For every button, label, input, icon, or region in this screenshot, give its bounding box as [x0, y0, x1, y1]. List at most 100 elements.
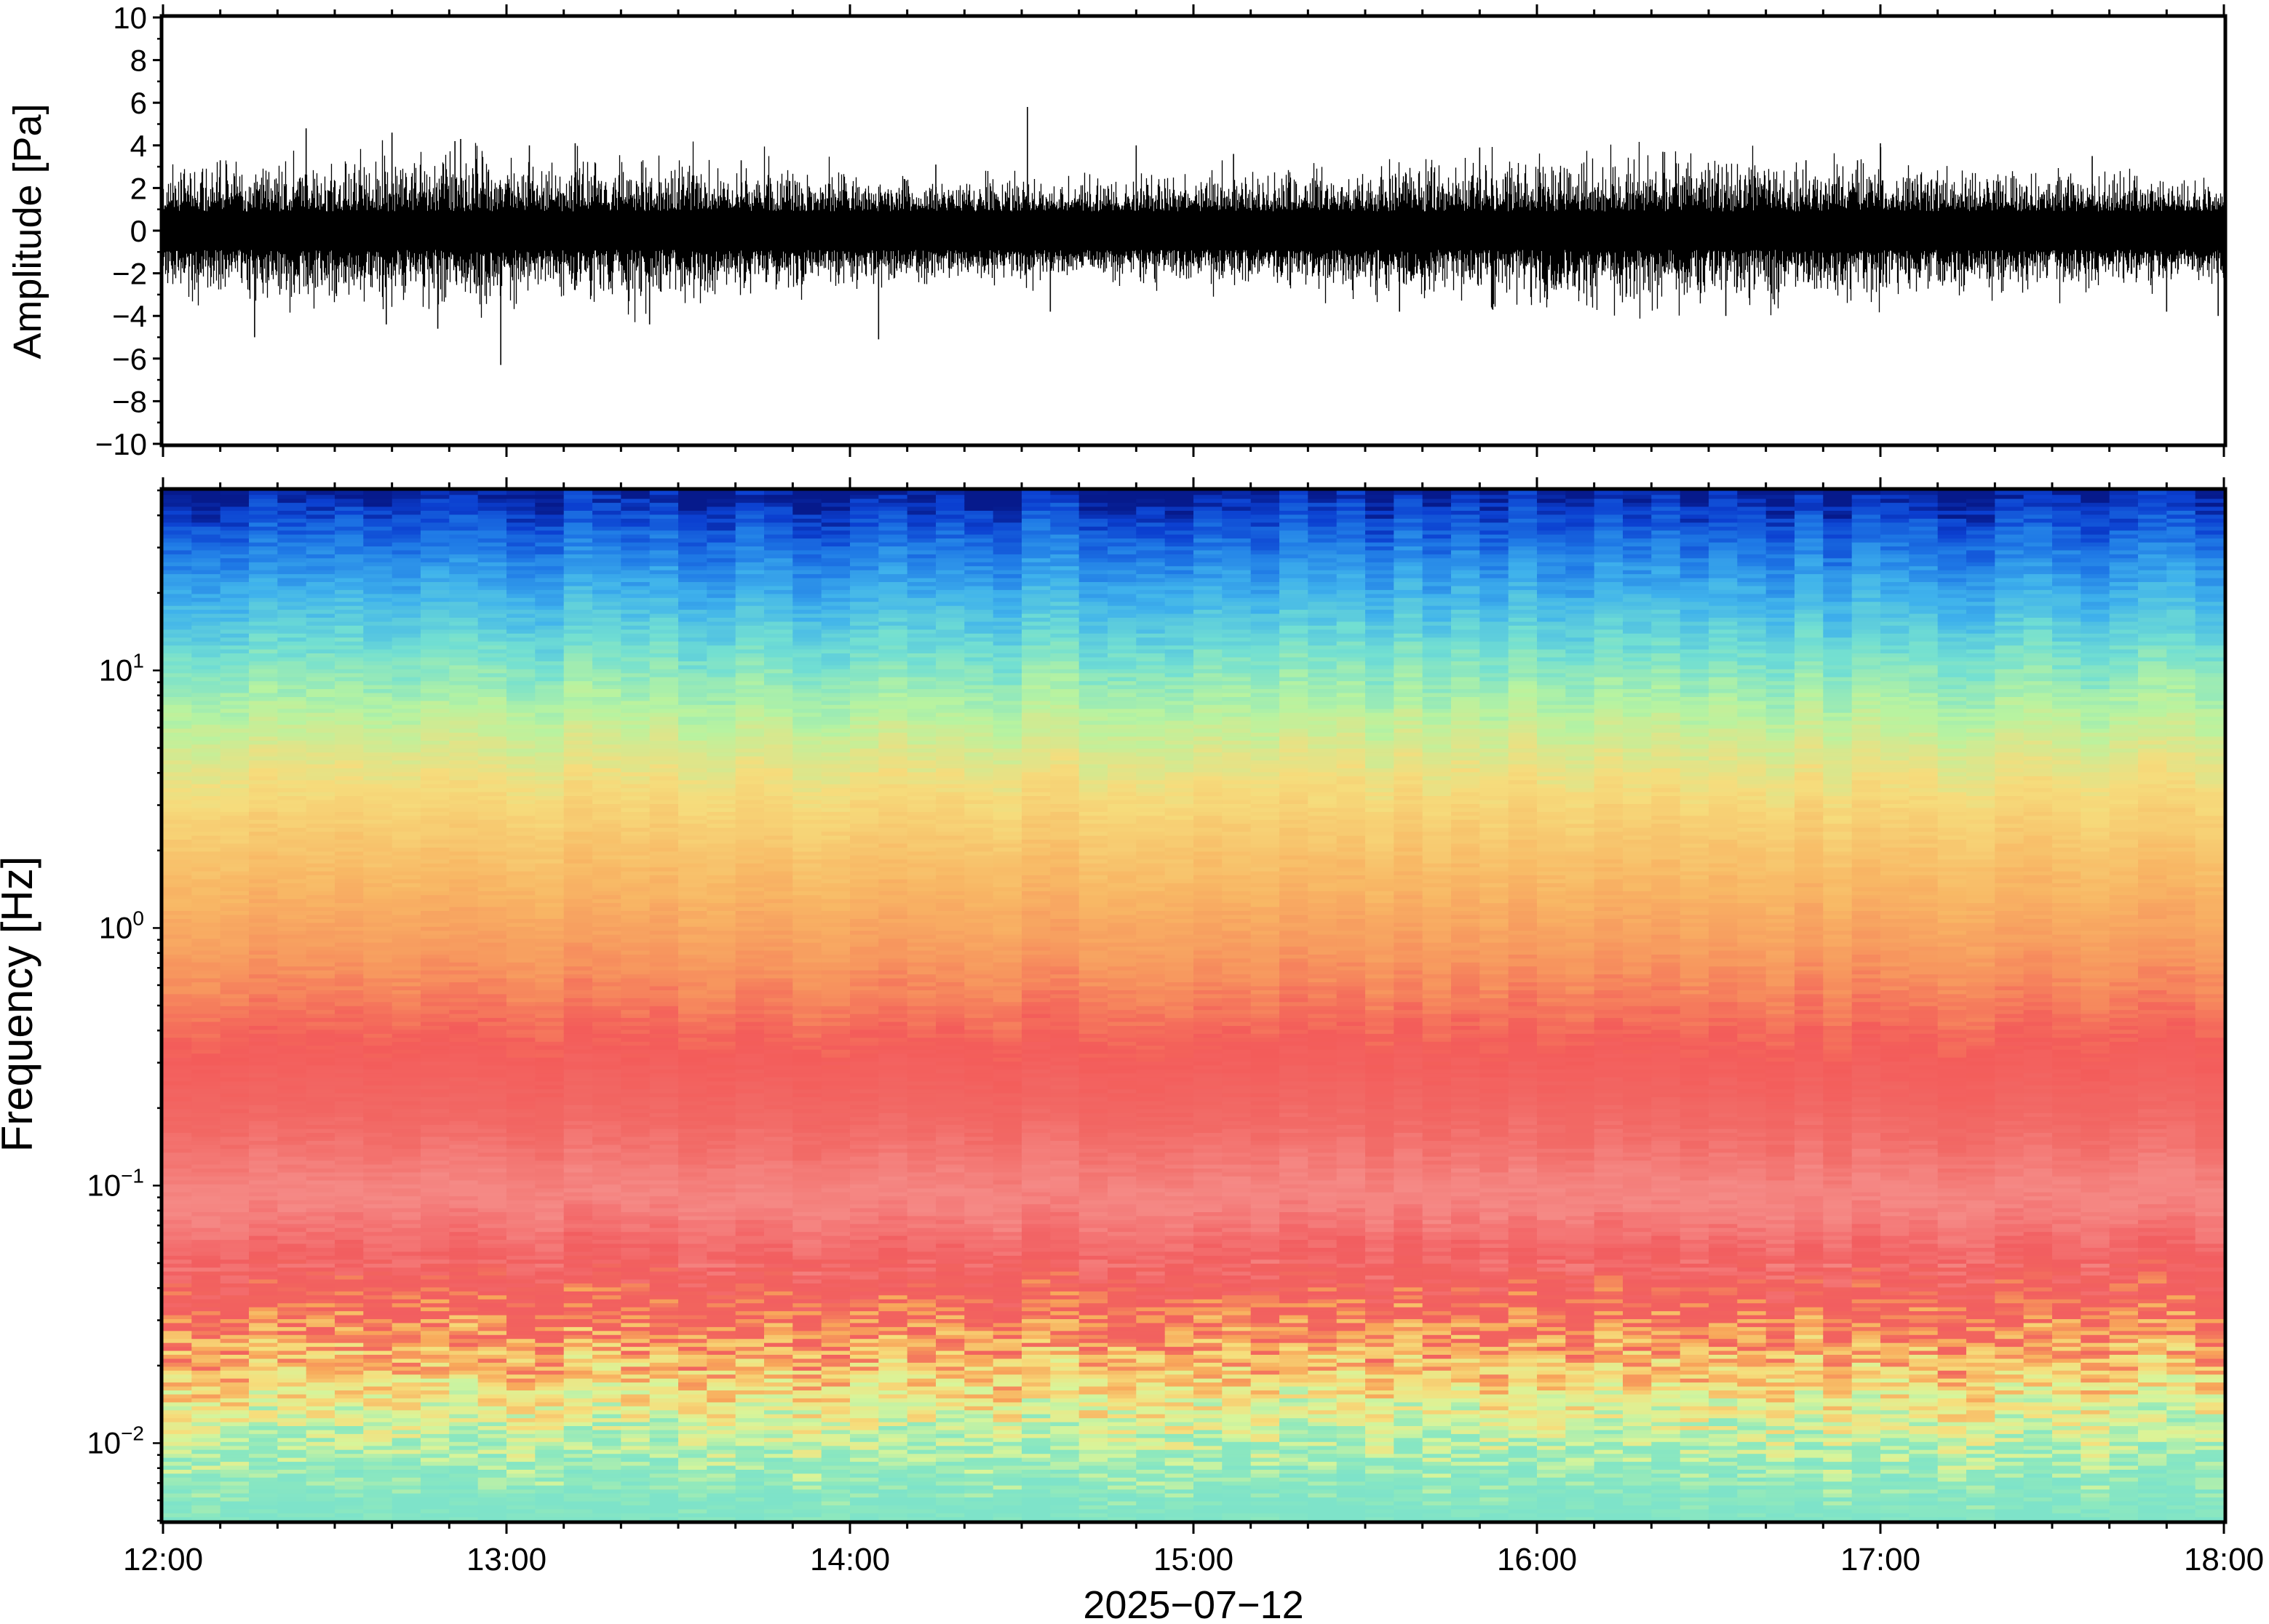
spectrogram-cell [563, 1140, 593, 1145]
spectrogram-cell [421, 831, 450, 836]
spectrogram-cell [592, 875, 622, 880]
spectrogram-cell [335, 696, 365, 701]
spectrogram-cell [163, 1477, 193, 1482]
spectrogram-cell [535, 1346, 565, 1351]
spectrogram-cell [163, 1037, 193, 1042]
spectrogram-cell [249, 704, 279, 709]
spectrogram-cell [477, 1092, 507, 1097]
spectrogram-cell [449, 506, 479, 511]
spectrogram-cell [477, 982, 507, 987]
spectrogram-cell [392, 498, 421, 503]
spectrogram-cell [277, 1259, 307, 1264]
spectrogram-cell [678, 930, 708, 935]
spectrogram-cell [592, 700, 622, 705]
spectrogram-cell [363, 522, 393, 527]
spectrogram-cell [306, 1227, 335, 1233]
spectrogram-cell [306, 855, 335, 860]
spectrogram-cell [363, 1132, 393, 1137]
spectrogram-cell [506, 977, 536, 983]
spectrogram-cell [592, 784, 622, 789]
spectrogram-cell [220, 510, 250, 515]
spectrogram-cell [363, 1247, 393, 1252]
spectrogram-cell [449, 752, 479, 757]
spectrogram-cell [277, 645, 307, 650]
spectrogram-cell [335, 1171, 365, 1177]
spectrogram-cell [449, 1009, 479, 1014]
spectrogram-cell [678, 1096, 708, 1102]
spectrogram-cell [249, 1421, 279, 1426]
spectrogram-cell [335, 1179, 365, 1185]
spectrogram-cell [563, 1473, 593, 1478]
spectrogram-cell [220, 1449, 250, 1454]
spectrogram-cell [477, 1286, 507, 1291]
spectrogram-cell [535, 680, 565, 685]
spectrogram-cell [592, 1294, 622, 1299]
spectrogram-cell [220, 1184, 250, 1189]
spectrogram-cell [563, 732, 593, 737]
spectrogram-cell [506, 696, 536, 701]
spectrogram-cell [249, 1334, 279, 1340]
spectrogram-cell [563, 1199, 593, 1205]
spectrogram-cell [621, 1318, 651, 1324]
spectrogram-cell [477, 692, 507, 697]
spectrogram-cell [506, 518, 536, 523]
spectrogram-cell [306, 565, 335, 570]
spectrogram-cell [277, 1270, 307, 1276]
spectrogram-cell [477, 1366, 507, 1371]
spectrogram-cell [220, 1453, 250, 1458]
spectrogram-cell [306, 1116, 335, 1121]
spectrogram-cell [191, 1061, 221, 1066]
spectrogram-cell [535, 763, 565, 768]
spectrogram-cell [249, 724, 279, 729]
spectrogram-cell [477, 1278, 507, 1283]
spectrogram-cell [621, 1314, 651, 1319]
spectrogram-cell [592, 1457, 622, 1462]
spectrogram-cell [363, 1192, 393, 1197]
spectrogram-cell [191, 557, 221, 562]
spectrogram-cell [678, 1492, 708, 1498]
spectrogram-cell [678, 1184, 708, 1189]
spectrogram-cell [163, 755, 193, 761]
spectrogram-cell [220, 605, 250, 610]
spectrogram-cell [363, 784, 393, 789]
spectrogram-cell [535, 708, 565, 713]
spectrogram-cell [335, 1061, 365, 1066]
spectrogram-cell [191, 847, 221, 852]
spectrogram-cell [535, 1445, 565, 1450]
spectrogram-cell [335, 1441, 365, 1446]
spectrogram-cell [392, 1203, 421, 1209]
spectrogram-cell [277, 1477, 307, 1482]
spectrogram-cell [363, 1179, 393, 1185]
spectrogram-cell [621, 1211, 651, 1217]
spectrogram-cell [335, 970, 365, 975]
spectrogram-cell [191, 930, 221, 935]
spectrogram-cell [335, 1187, 365, 1193]
spectrogram-cell [363, 526, 393, 531]
spectrogram-cell [449, 1485, 479, 1490]
spectrogram-cell [191, 692, 221, 697]
spectrogram-cell [449, 736, 479, 741]
spectrogram-cell [306, 1192, 335, 1197]
spectrogram-cell [392, 1064, 421, 1070]
spectrogram-cell [506, 744, 536, 749]
spectrogram-cell [621, 934, 651, 939]
spectrogram-cell [449, 1092, 479, 1097]
spectrogram-cell [535, 1513, 565, 1518]
spectrogram-cell [506, 851, 536, 856]
spectrogram-cell [277, 562, 307, 567]
spectrogram-cell [249, 1219, 279, 1225]
spectrogram-cell [535, 577, 565, 582]
spectrogram-cell [249, 538, 279, 543]
spectrogram-cell [563, 510, 593, 515]
spectrogram-cell [306, 724, 335, 729]
spectrogram-cell [621, 1077, 651, 1082]
spectrogram-cell [191, 1453, 221, 1458]
spectrogram-cell [306, 546, 335, 551]
spectrogram-cell [592, 661, 622, 666]
spectrogram-cell [449, 1207, 479, 1212]
spectrogram-cell [335, 1243, 365, 1248]
spectrogram-cell [649, 875, 679, 880]
spectrogram-cell [621, 554, 651, 559]
spectrogram-cell [678, 1255, 708, 1260]
spectrogram-cell [535, 1390, 565, 1395]
